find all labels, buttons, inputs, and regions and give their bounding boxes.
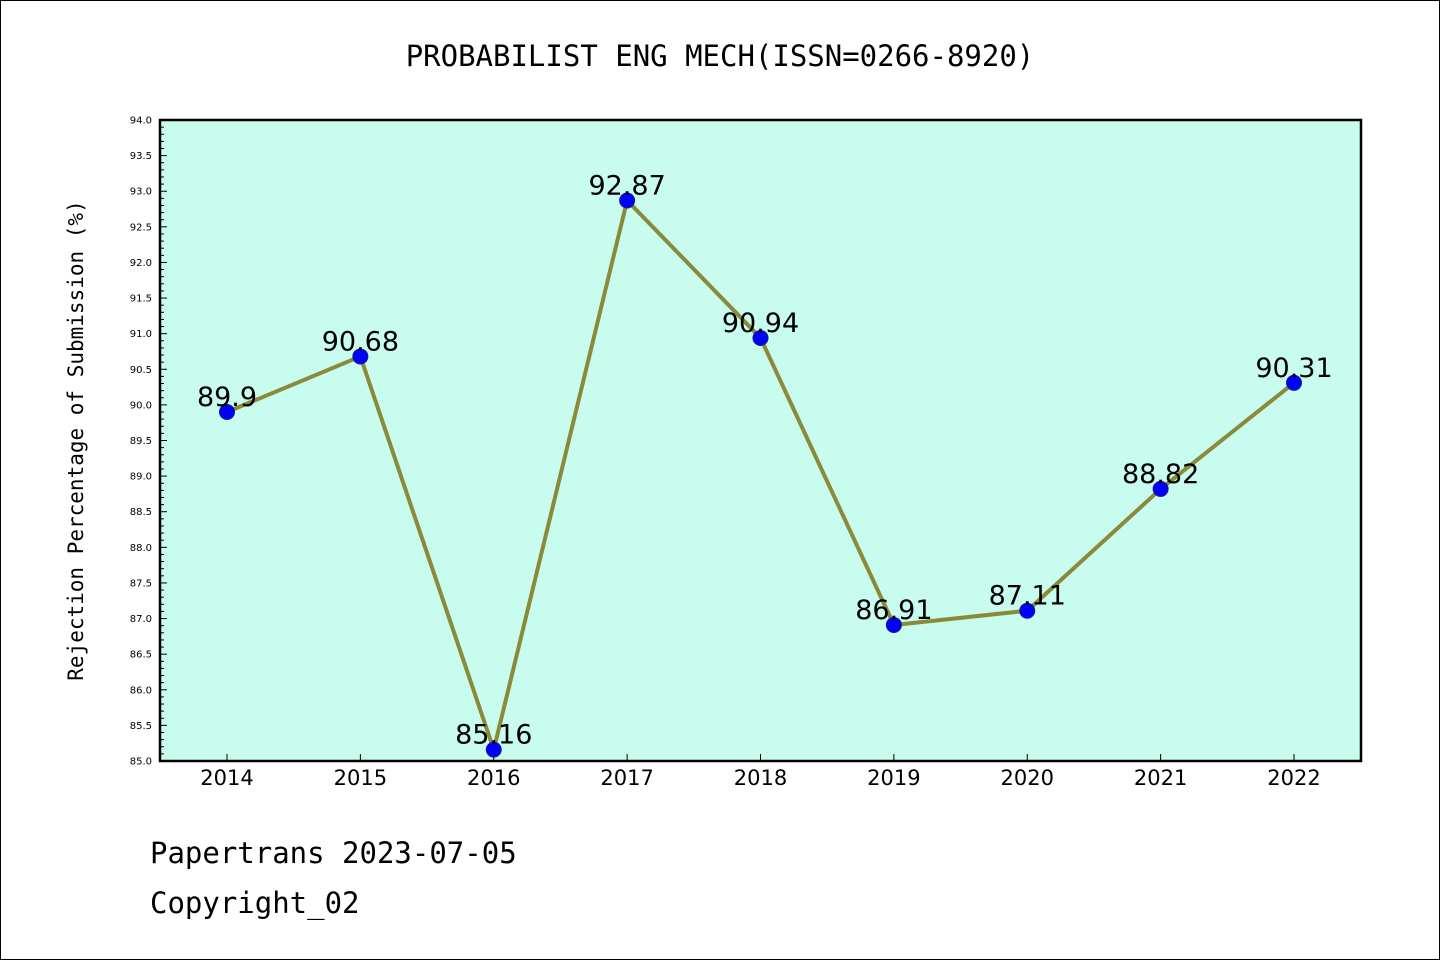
y-tick-label: 92.5 xyxy=(130,222,152,233)
x-tick: 2015 xyxy=(334,754,387,790)
plot-border xyxy=(158,118,1363,763)
x-tick-label: 2017 xyxy=(600,766,653,790)
x-tick: 2016 xyxy=(467,754,520,790)
footer-copyright: Copyright_02 xyxy=(150,886,360,920)
data-point xyxy=(485,741,502,758)
x-tick: 2017 xyxy=(600,754,654,790)
y-tick-label: 92.0 xyxy=(130,258,152,269)
x-tick: 2019 xyxy=(867,754,921,790)
data-label: 88.82 xyxy=(1122,459,1199,490)
x-tick: 2014 xyxy=(200,754,254,790)
y-tick-label: 85.0 xyxy=(130,757,152,768)
data-point xyxy=(619,192,636,209)
footer-date: Papertrans 2023-07-05 xyxy=(150,836,517,870)
x-axis: 2014 2015 2016 2017 2018 2019 2020 2021 2022 xyxy=(200,754,1321,790)
x-tick-label: 2015 xyxy=(334,766,387,790)
x-tick: 2020 xyxy=(1001,754,1054,790)
y-tick-label: 87.0 xyxy=(130,614,152,625)
y-tick-label: 90.0 xyxy=(130,400,152,411)
data-label: 90.94 xyxy=(722,308,799,339)
x-tick-label: 2021 xyxy=(1134,766,1187,790)
y-tick-label: 87.5 xyxy=(130,578,152,589)
y-tick-label: 86.0 xyxy=(130,685,152,696)
data-point xyxy=(1286,374,1302,391)
data-label: 87.11 xyxy=(989,581,1066,612)
y-tick-label: 93.5 xyxy=(130,151,152,162)
x-tick: 2021 xyxy=(1134,754,1187,790)
x-tick-label: 2022 xyxy=(1267,766,1320,790)
x-tick-label: 2016 xyxy=(467,766,520,790)
data-label: 86.91 xyxy=(855,595,932,626)
x-tick-label: 2014 xyxy=(200,766,253,790)
data-label: 90.31 xyxy=(1255,353,1332,384)
data-point xyxy=(1152,480,1169,497)
y-tick-label: 89.5 xyxy=(130,436,152,447)
y-tick-label: 90.5 xyxy=(130,365,152,376)
y-tick-label: 93.0 xyxy=(130,187,152,198)
y-tick-label: 88.5 xyxy=(130,507,152,518)
data-label: 90.68 xyxy=(322,326,399,357)
y-tick-label: 85.5 xyxy=(130,721,152,732)
y-tick-label: 88.0 xyxy=(130,543,152,554)
series-group: 89.9 90.68 85.16 92.87 90.94 86.91 87.11 88.82 9… xyxy=(197,170,1333,758)
plot-area xyxy=(160,120,1361,761)
y-axis-label: Rejection Percentage of Submission (%) xyxy=(64,200,88,680)
y-tick-label: 91.5 xyxy=(130,294,152,305)
x-tick-label: 2019 xyxy=(867,766,920,790)
x-tick-label: 2020 xyxy=(1001,766,1054,790)
data-point xyxy=(885,616,902,633)
chart-title: PROBABILIST ENG MECH(ISSN=0266-8920) xyxy=(406,39,1035,73)
data-point xyxy=(1019,602,1036,619)
data-label: 89.9 xyxy=(197,382,257,413)
data-point xyxy=(752,329,769,346)
y-tick-label: 89.0 xyxy=(130,472,152,483)
y-tick-label: 94.0 xyxy=(130,116,152,127)
data-point xyxy=(219,404,235,421)
data-label: 92.87 xyxy=(588,170,665,201)
data-label: 85.16 xyxy=(455,720,532,751)
data-point xyxy=(352,348,369,365)
y-tick-label: 86.5 xyxy=(130,650,152,661)
y-tick-label: 91.0 xyxy=(130,329,152,340)
x-tick: 2018 xyxy=(734,754,787,790)
x-tick-label: 2018 xyxy=(734,766,787,790)
